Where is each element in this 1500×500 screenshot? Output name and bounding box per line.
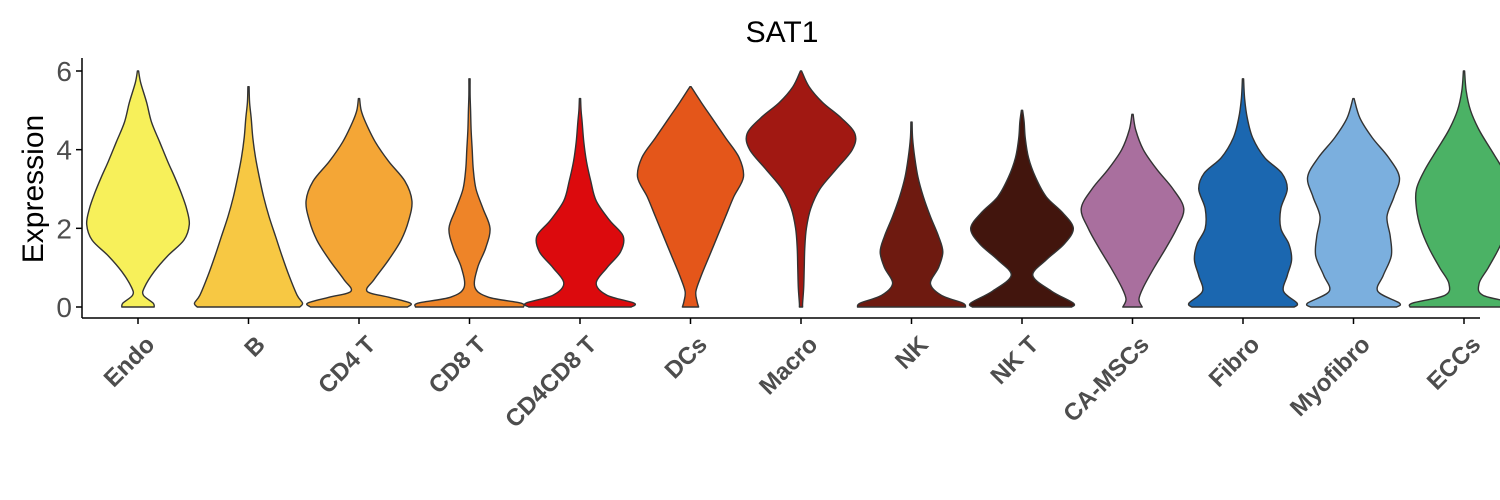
x-tick-label: CA-MSCs bbox=[1058, 331, 1154, 427]
violin-nk bbox=[856, 121, 967, 308]
x-tick-label: CD4 T bbox=[313, 331, 381, 399]
violin-endo bbox=[85, 70, 191, 308]
x-tick-label: CD4CD8 T bbox=[500, 331, 602, 433]
x-tick-label: CD8 T bbox=[424, 331, 492, 399]
y-tick-label: 0 bbox=[56, 292, 72, 323]
y-axis-label: Expression bbox=[17, 115, 50, 263]
x-tick-label: NK T bbox=[986, 331, 1045, 390]
violin-fibro bbox=[1187, 78, 1299, 308]
violins-group bbox=[85, 70, 1500, 308]
y-tick-label: 4 bbox=[56, 135, 72, 166]
x-tick-label: DCs bbox=[660, 331, 713, 384]
y-tick-label: 6 bbox=[56, 56, 72, 87]
violin-macro bbox=[745, 70, 857, 308]
violin-eccs bbox=[1408, 70, 1500, 308]
violin-myofibro bbox=[1305, 97, 1402, 308]
x-tick-label: Fibro bbox=[1204, 331, 1266, 393]
violin-dcs bbox=[636, 86, 745, 308]
violin-b bbox=[193, 86, 304, 308]
y-axis: 0 2 4 6 bbox=[56, 56, 83, 323]
x-tick-label: ECCs bbox=[1422, 331, 1486, 395]
violin-cd8-t bbox=[414, 78, 525, 308]
x-tick-label: Macro bbox=[754, 331, 823, 400]
x-tick-label: Myofibro bbox=[1285, 331, 1376, 422]
chart-title: SAT1 bbox=[746, 16, 819, 49]
x-axis: Endo B CD4 T CD8 T CD4CD8 T DCs Macro NK NK T CA-… bbox=[82, 317, 1486, 433]
y-tick-label: 2 bbox=[56, 213, 72, 244]
violin-ca-mscs bbox=[1080, 113, 1185, 308]
violin-nk-t bbox=[968, 109, 1076, 308]
x-tick-label: B bbox=[239, 331, 270, 362]
violin-cd4-t bbox=[305, 97, 413, 308]
violin-cd4cd8-t bbox=[523, 97, 637, 308]
x-tick-label: NK bbox=[890, 331, 934, 375]
x-tick-label: Endo bbox=[99, 331, 161, 393]
